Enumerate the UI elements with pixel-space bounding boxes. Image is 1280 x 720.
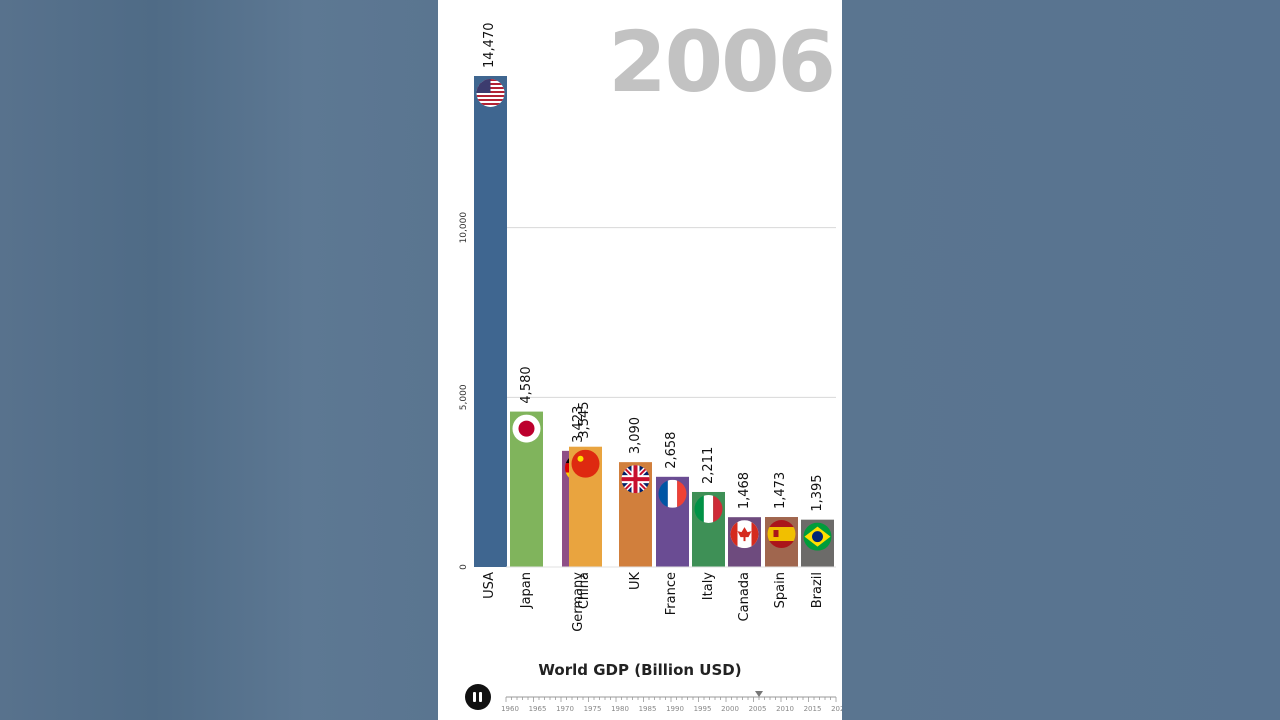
value-label: 2,211: [701, 447, 716, 484]
category-label: UK: [628, 572, 643, 591]
category-label: Brazil: [810, 572, 825, 608]
y-tick-label: 10,000: [459, 212, 469, 244]
canada-flag-icon: [730, 520, 759, 549]
pause-icon: [473, 692, 476, 702]
value-label: 1,473: [773, 472, 788, 509]
timeline-label: 1970: [556, 705, 574, 713]
value-label: 3,423: [571, 406, 586, 443]
france-flag-icon: [658, 479, 687, 508]
timeline-label: 2005: [749, 705, 767, 713]
timeline-label: 2015: [804, 705, 822, 713]
background-left: [0, 0, 438, 720]
usa-flag-icon: [476, 79, 505, 107]
bar-chart: 0 5,000 10,000 14,470 USA 4,580 Japan 3,423 Germ…: [459, 23, 842, 714]
value-label: 14,470: [482, 23, 497, 69]
year-label: 2006: [608, 13, 836, 111]
category-label: Canada: [737, 572, 752, 621]
value-label: 4,580: [519, 366, 534, 403]
category-label: China: [577, 572, 592, 609]
china-flag-icon: [571, 449, 600, 478]
uk-flag-icon: [621, 465, 650, 494]
y-tick-label: 5,000: [459, 384, 469, 410]
timeline-label: 1975: [584, 705, 602, 713]
category-label: USA: [482, 572, 497, 599]
timeline-label: 1965: [529, 705, 547, 713]
chart-panel: 0 5,000 10,000 14,470 USA 4,580 Japan 3,423 Germ…: [438, 0, 842, 720]
timeline-label: 1995: [694, 705, 712, 713]
value-label: 2,658: [664, 432, 679, 469]
category-label: Japan: [519, 572, 534, 609]
brazil-flag-icon: [803, 522, 832, 551]
italy-flag-icon: [694, 494, 723, 523]
timeline-label: 1985: [639, 705, 657, 713]
background-right: [842, 0, 1280, 720]
pause-button[interactable]: [465, 684, 491, 710]
bar-usa: [474, 76, 507, 567]
timeline-marker[interactable]: [755, 691, 763, 697]
value-label: 3,545: [577, 401, 592, 438]
timeline-label: 1960: [501, 705, 519, 713]
value-label: 1,395: [810, 474, 825, 511]
timeline-label: 1980: [611, 705, 629, 713]
category-label: Germany: [571, 572, 586, 632]
chart-title: World GDP (Billion USD): [538, 661, 742, 679]
timeline-label: 2010: [776, 705, 794, 713]
y-tick-label: 0: [459, 564, 469, 570]
value-label: 3,090: [628, 417, 643, 454]
category-label: France: [664, 572, 679, 615]
category-label: Spain: [773, 572, 788, 608]
pause-icon-bar: [479, 692, 482, 702]
value-label: 1,468: [737, 472, 752, 509]
timeline-label: 1990: [666, 705, 684, 713]
category-label: Italy: [701, 572, 716, 601]
japan-flag-icon: [512, 414, 541, 443]
timeline-label: 2000: [721, 705, 739, 713]
spain-flag-icon: [767, 520, 796, 549]
